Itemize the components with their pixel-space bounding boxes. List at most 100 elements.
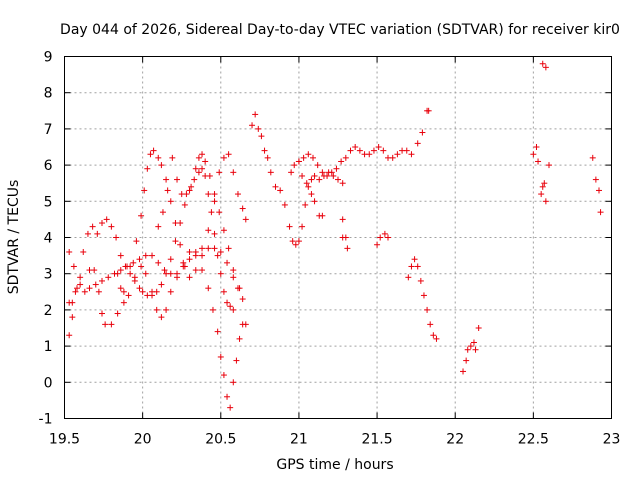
data-point <box>403 147 410 154</box>
data-point <box>464 346 471 353</box>
data-point <box>542 64 549 71</box>
data-point <box>155 223 162 230</box>
data-point <box>72 288 79 295</box>
data-point <box>419 129 426 136</box>
data-point <box>414 140 421 147</box>
y-tick-label: 2 <box>44 303 53 319</box>
x-tick-label: 20 <box>134 432 152 448</box>
data-point <box>389 154 396 161</box>
data-point <box>374 241 381 248</box>
data-point <box>460 368 467 375</box>
data-point <box>303 180 310 187</box>
y-tick-label: 1 <box>44 339 53 355</box>
data-point <box>211 198 218 205</box>
data-point <box>86 285 93 292</box>
data-point <box>405 274 412 281</box>
data-point <box>324 172 331 179</box>
data-point <box>225 151 232 158</box>
data-point <box>467 343 474 350</box>
x-axis-label: GPS time / hours <box>276 457 393 473</box>
data-point <box>535 158 542 165</box>
data-point <box>597 209 604 216</box>
data-point <box>242 321 249 328</box>
data-point <box>335 176 341 183</box>
data-point <box>347 147 354 154</box>
data-point <box>289 238 296 245</box>
data-point <box>158 162 165 169</box>
data-point <box>530 151 537 158</box>
data-point <box>264 154 271 161</box>
data-point <box>108 321 115 328</box>
data-point <box>149 288 156 295</box>
data-point <box>209 306 216 313</box>
data-point <box>191 176 198 183</box>
data-point <box>155 154 162 161</box>
x-tick-label: 23 <box>603 432 621 448</box>
data-point <box>352 144 359 150</box>
data-point <box>234 285 241 292</box>
data-point <box>142 252 149 259</box>
data-point <box>164 187 171 194</box>
data-point <box>89 223 96 230</box>
data-point <box>130 259 137 266</box>
data-point <box>230 169 237 176</box>
data-point <box>272 183 279 190</box>
data-point <box>199 245 206 252</box>
data-point <box>538 191 545 198</box>
x-tick-label: 22 <box>446 432 464 448</box>
y-tick-label: 9 <box>44 50 53 66</box>
data-point <box>120 299 127 306</box>
data-point <box>408 263 415 270</box>
data-point <box>183 191 190 198</box>
data-point <box>220 288 227 295</box>
x-tick-labels: 19.5 20 20.5 21 21.5 22 22.5 23 <box>49 432 621 448</box>
data-point <box>167 270 174 277</box>
data-point <box>220 154 227 161</box>
data-point <box>181 263 188 270</box>
data-point <box>174 274 181 281</box>
data-point <box>339 180 346 187</box>
data-point <box>153 306 160 313</box>
data-point <box>192 252 199 259</box>
data-point <box>108 223 115 230</box>
data-point <box>117 252 124 259</box>
data-point <box>113 234 120 241</box>
data-point <box>533 144 540 150</box>
data-point <box>366 151 373 158</box>
data-point <box>258 133 265 140</box>
data-point <box>95 288 102 295</box>
data-point <box>589 154 596 161</box>
data-point <box>539 183 546 190</box>
data-point <box>74 285 81 292</box>
data-point <box>377 234 384 241</box>
data-points <box>66 60 604 411</box>
data-point <box>127 270 134 277</box>
data-point <box>133 238 140 245</box>
data-point <box>188 183 195 190</box>
data-point <box>205 245 212 252</box>
data-point <box>167 256 174 263</box>
data-point <box>102 321 109 328</box>
data-point <box>81 288 88 295</box>
data-point <box>69 299 76 306</box>
data-point <box>155 259 162 266</box>
data-point <box>328 169 335 176</box>
data-point <box>211 230 218 237</box>
data-point <box>186 256 193 263</box>
data-point <box>234 191 241 198</box>
data-point <box>239 296 246 303</box>
data-point <box>77 281 84 288</box>
data-point <box>103 216 110 223</box>
data-point <box>277 187 284 194</box>
data-point <box>314 162 321 169</box>
x-tick-label: 21.5 <box>361 432 392 448</box>
data-point <box>430 332 437 339</box>
data-point <box>281 201 288 208</box>
data-point <box>114 270 121 277</box>
data-point <box>163 176 170 183</box>
x-tick-label: 22.5 <box>518 432 549 448</box>
data-point <box>195 169 202 176</box>
data-point <box>144 165 151 172</box>
data-point <box>195 154 202 161</box>
data-point <box>205 227 212 234</box>
